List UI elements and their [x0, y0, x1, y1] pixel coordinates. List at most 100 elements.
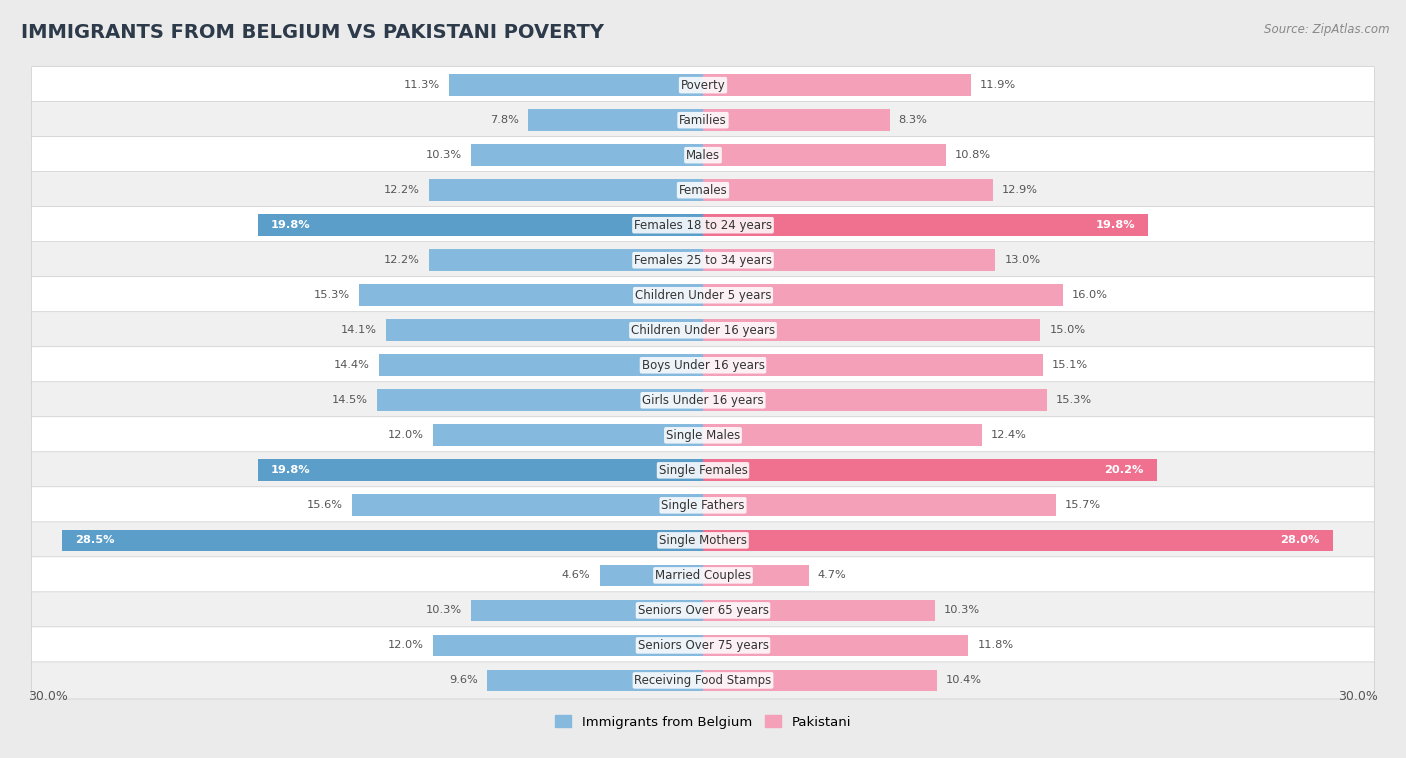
Text: 12.9%: 12.9% — [1002, 185, 1038, 196]
FancyBboxPatch shape — [31, 277, 1375, 314]
Legend: Immigrants from Belgium, Pakistani: Immigrants from Belgium, Pakistani — [550, 709, 856, 734]
FancyBboxPatch shape — [31, 102, 1375, 139]
FancyBboxPatch shape — [31, 522, 1375, 559]
Bar — [703, 355, 1043, 376]
Text: 28.5%: 28.5% — [76, 535, 115, 545]
Bar — [703, 530, 1333, 551]
Text: 19.8%: 19.8% — [271, 465, 311, 475]
Text: 30.0%: 30.0% — [1339, 691, 1378, 703]
Text: 10.3%: 10.3% — [426, 606, 463, 615]
Text: 11.8%: 11.8% — [977, 641, 1014, 650]
Text: Males: Males — [686, 149, 720, 161]
Text: 12.0%: 12.0% — [388, 431, 425, 440]
Bar — [703, 180, 993, 201]
Bar — [703, 565, 808, 586]
Text: 4.6%: 4.6% — [562, 570, 591, 581]
Text: Single Females: Single Females — [658, 464, 748, 477]
Text: 10.8%: 10.8% — [955, 150, 991, 160]
FancyBboxPatch shape — [31, 67, 1375, 104]
Bar — [527, 109, 703, 131]
Text: 14.1%: 14.1% — [340, 325, 377, 335]
Text: 9.6%: 9.6% — [450, 675, 478, 685]
Bar — [703, 424, 981, 446]
Text: Single Males: Single Males — [666, 429, 740, 442]
Text: Families: Families — [679, 114, 727, 127]
Text: 12.0%: 12.0% — [388, 641, 425, 650]
Bar — [703, 319, 1040, 341]
Text: Source: ZipAtlas.com: Source: ZipAtlas.com — [1264, 23, 1389, 36]
FancyBboxPatch shape — [31, 207, 1375, 244]
FancyBboxPatch shape — [31, 312, 1375, 349]
Text: Seniors Over 65 years: Seniors Over 65 years — [637, 604, 769, 617]
Text: Boys Under 16 years: Boys Under 16 years — [641, 359, 765, 371]
Bar — [257, 215, 703, 236]
Text: Receiving Food Stamps: Receiving Food Stamps — [634, 674, 772, 687]
Text: Females 18 to 24 years: Females 18 to 24 years — [634, 219, 772, 232]
FancyBboxPatch shape — [31, 417, 1375, 454]
Bar — [359, 284, 703, 306]
Text: Females 25 to 34 years: Females 25 to 34 years — [634, 254, 772, 267]
Bar — [433, 634, 703, 656]
FancyBboxPatch shape — [31, 452, 1375, 489]
Text: 16.0%: 16.0% — [1071, 290, 1108, 300]
Text: 11.3%: 11.3% — [404, 80, 440, 90]
Bar — [703, 215, 1149, 236]
Text: Children Under 5 years: Children Under 5 years — [634, 289, 772, 302]
Bar — [429, 180, 703, 201]
Text: Females: Females — [679, 183, 727, 196]
Text: 4.7%: 4.7% — [818, 570, 846, 581]
FancyBboxPatch shape — [31, 557, 1375, 594]
Text: Poverty: Poverty — [681, 79, 725, 92]
Text: 30.0%: 30.0% — [28, 691, 67, 703]
Text: Children Under 16 years: Children Under 16 years — [631, 324, 775, 337]
FancyBboxPatch shape — [31, 662, 1375, 699]
Bar — [352, 494, 703, 516]
Text: 12.2%: 12.2% — [384, 185, 419, 196]
Text: Married Couples: Married Couples — [655, 569, 751, 582]
Text: Girls Under 16 years: Girls Under 16 years — [643, 394, 763, 407]
Bar — [703, 109, 890, 131]
Text: 7.8%: 7.8% — [489, 115, 519, 125]
Text: Seniors Over 75 years: Seniors Over 75 years — [637, 639, 769, 652]
Text: 15.1%: 15.1% — [1052, 360, 1088, 370]
Text: Single Mothers: Single Mothers — [659, 534, 747, 547]
Bar — [429, 249, 703, 271]
Text: 10.3%: 10.3% — [426, 150, 463, 160]
Text: 10.3%: 10.3% — [943, 606, 980, 615]
Text: 10.4%: 10.4% — [946, 675, 981, 685]
Text: 19.8%: 19.8% — [1095, 221, 1135, 230]
Text: IMMIGRANTS FROM BELGIUM VS PAKISTANI POVERTY: IMMIGRANTS FROM BELGIUM VS PAKISTANI POV… — [21, 23, 605, 42]
Bar — [599, 565, 703, 586]
Bar — [703, 144, 946, 166]
Text: 12.4%: 12.4% — [991, 431, 1026, 440]
FancyBboxPatch shape — [31, 346, 1375, 384]
FancyBboxPatch shape — [31, 592, 1375, 629]
Bar — [703, 669, 936, 691]
Bar — [703, 494, 1056, 516]
Text: 15.0%: 15.0% — [1049, 325, 1085, 335]
Bar — [486, 669, 703, 691]
Bar — [471, 600, 703, 622]
Bar — [385, 319, 703, 341]
Bar — [257, 459, 703, 481]
Bar — [703, 249, 995, 271]
Text: 28.0%: 28.0% — [1279, 535, 1319, 545]
Bar — [449, 74, 703, 96]
Text: 14.4%: 14.4% — [335, 360, 370, 370]
Text: 15.7%: 15.7% — [1066, 500, 1101, 510]
Text: 8.3%: 8.3% — [898, 115, 928, 125]
Bar — [471, 144, 703, 166]
Bar — [380, 355, 703, 376]
Text: 14.5%: 14.5% — [332, 396, 368, 406]
Text: Single Fathers: Single Fathers — [661, 499, 745, 512]
Text: 15.3%: 15.3% — [1056, 396, 1092, 406]
Bar — [703, 390, 1047, 411]
Text: 15.6%: 15.6% — [307, 500, 343, 510]
Bar — [433, 424, 703, 446]
FancyBboxPatch shape — [31, 136, 1375, 174]
Bar — [703, 600, 935, 622]
Bar — [62, 530, 703, 551]
Text: 20.2%: 20.2% — [1105, 465, 1144, 475]
FancyBboxPatch shape — [31, 487, 1375, 524]
Text: 13.0%: 13.0% — [1004, 255, 1040, 265]
